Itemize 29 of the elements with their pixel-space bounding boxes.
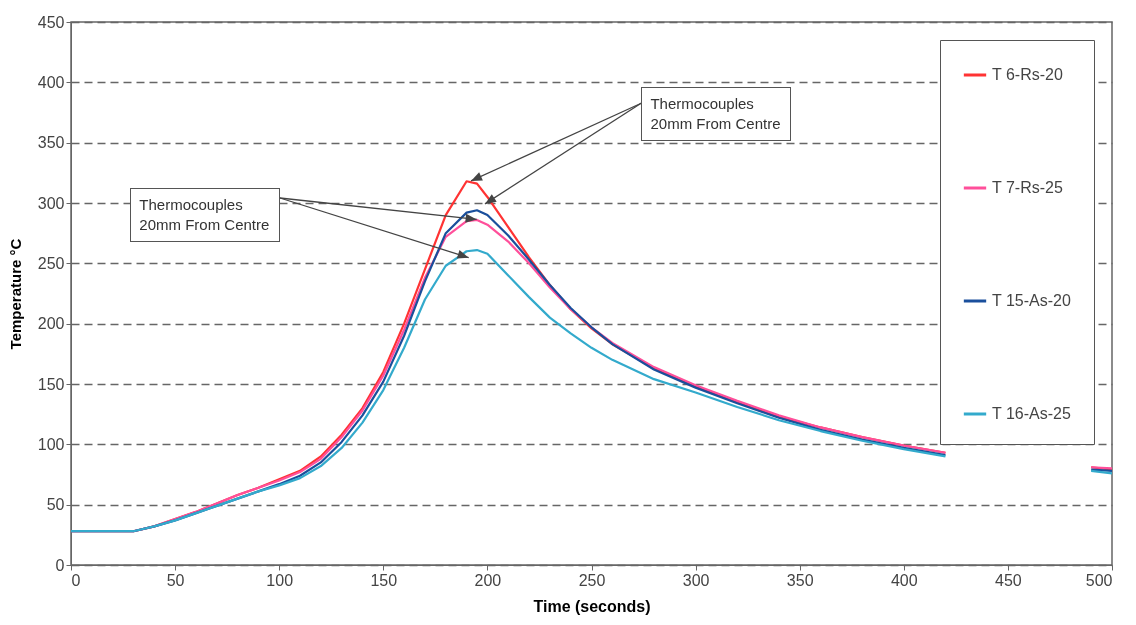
y-tick-label: 100 — [37, 435, 65, 453]
y-axis-title: Temperature °C — [6, 238, 24, 350]
legend-label: T 6-Rs-20 — [992, 66, 1063, 83]
y-tick-label: 250 — [37, 254, 65, 272]
y-tick-label: 0 — [55, 556, 65, 574]
x-tick-label: 350 — [786, 571, 814, 589]
annotation: Thermocouples 20mm From Centre — [130, 187, 281, 242]
x-tick-label: 0 — [71, 571, 81, 589]
y-tick-label: 400 — [37, 73, 65, 91]
x-tick-label: 300 — [682, 571, 710, 589]
x-tick-label: 50 — [166, 571, 185, 589]
legend-label: T 16-As-25 — [992, 405, 1071, 422]
x-tick-label: 450 — [995, 571, 1022, 589]
x-tick-label: 150 — [370, 571, 398, 589]
x-tick-label: 200 — [474, 571, 502, 589]
y-tick-label: 150 — [37, 375, 65, 393]
legend-label: T 15-As-20 — [992, 292, 1071, 309]
annotation: Thermocouples 20mm From Centre — [641, 87, 792, 142]
x-axis-title: Time (seconds) — [533, 597, 651, 615]
legend-label: T 7-Rs-25 — [992, 179, 1063, 196]
y-tick-label: 350 — [37, 134, 65, 152]
x-tick-label: 400 — [890, 571, 918, 589]
x-tick-label: 500 — [1085, 571, 1113, 589]
y-tick-label: 200 — [37, 315, 65, 333]
x-tick-label: 100 — [266, 571, 294, 589]
y-tick-label: 300 — [37, 194, 65, 212]
y-tick-label: 450 — [37, 13, 65, 31]
x-tick-label: 250 — [578, 571, 606, 589]
y-tick-label: 50 — [46, 496, 65, 514]
